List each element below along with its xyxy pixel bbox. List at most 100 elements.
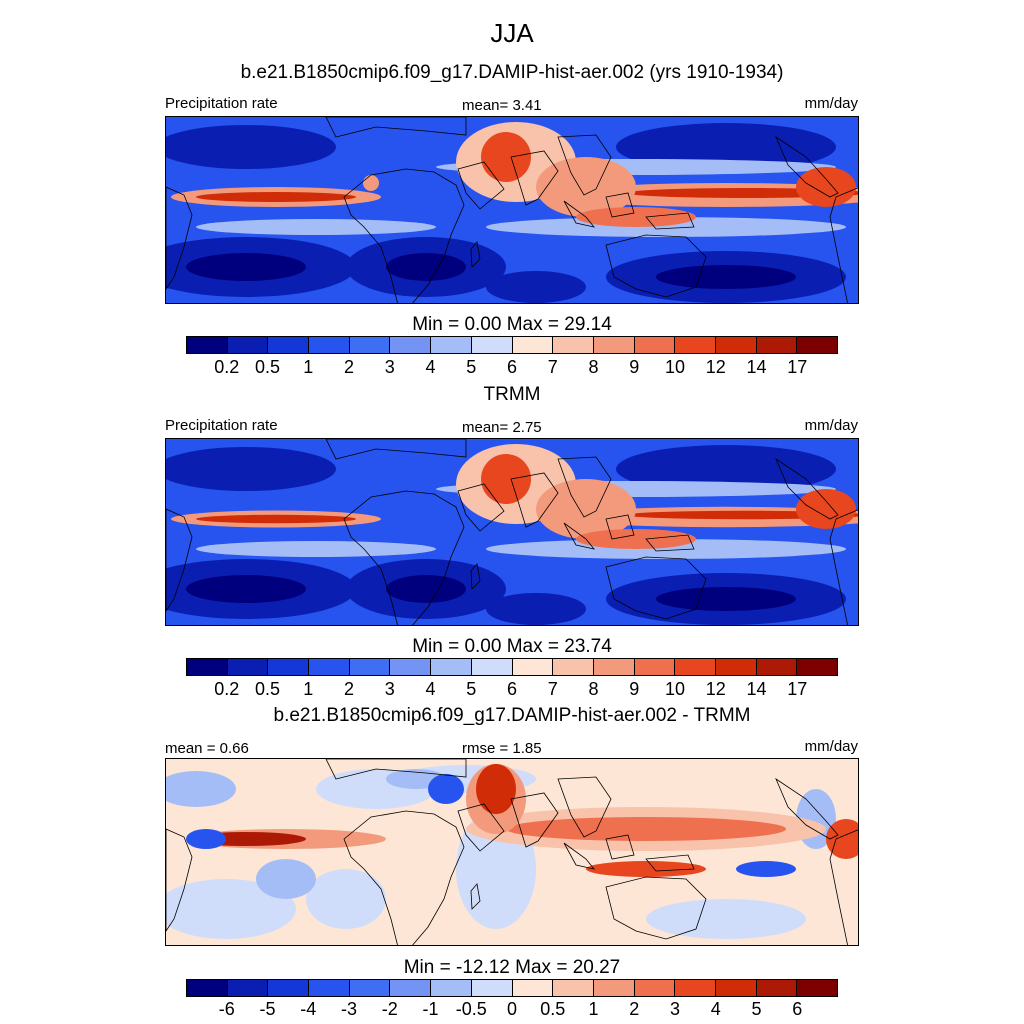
colorbar-tick-label: 0.2 xyxy=(214,679,240,699)
colorbar-swatch xyxy=(512,659,554,675)
colorbar-tick-label: 1 xyxy=(303,679,314,699)
colorbar-swatch xyxy=(715,980,757,996)
coastline xyxy=(605,876,707,940)
field-patch xyxy=(186,575,306,603)
colorbar-tick-label: 0.2 xyxy=(214,357,240,377)
field-patch xyxy=(166,879,296,939)
colorbar-tick-label: -2 xyxy=(381,999,398,1019)
colorbar-swatch xyxy=(634,980,676,996)
colorbar-tick-label: 5 xyxy=(466,357,477,377)
colorbar-tick-label: 12 xyxy=(705,357,726,377)
figure-title: JJA xyxy=(490,18,534,48)
coastline xyxy=(775,777,839,840)
coastline xyxy=(510,792,559,848)
field-patch xyxy=(256,859,316,899)
field-patch xyxy=(576,529,696,549)
panel-2-colorbar xyxy=(186,658,838,676)
field-patch xyxy=(586,861,706,877)
colorbar-tick-label: -4 xyxy=(300,999,317,1019)
colorbar-swatch xyxy=(349,337,391,353)
colorbar-tick-label: 6 xyxy=(792,999,803,1019)
coastline xyxy=(166,828,193,932)
panel-3-units-label: mm/day xyxy=(804,738,858,755)
field-patch xyxy=(196,541,436,557)
colorbar-swatch xyxy=(227,659,269,675)
colorbar-swatch xyxy=(431,980,472,996)
field-patch xyxy=(481,454,531,504)
field-patch xyxy=(656,587,796,611)
field-patch xyxy=(536,479,636,539)
colorbar-swatch xyxy=(675,659,716,675)
colorbar-tick-label: 9 xyxy=(629,679,640,699)
colorbar-swatch xyxy=(512,980,554,996)
panel-2-variable-label: Precipitation rate xyxy=(165,417,278,434)
colorbar-tick-label: 4 xyxy=(710,999,721,1019)
colorbar-swatch xyxy=(512,337,554,353)
coastline xyxy=(470,883,481,910)
colorbar-tick-label: 0 xyxy=(506,999,518,1019)
field-patch xyxy=(386,575,466,603)
coastline xyxy=(470,241,481,268)
field-patch xyxy=(826,819,858,859)
colorbar-swatch xyxy=(187,980,228,996)
colorbar-tick-label: 14 xyxy=(746,357,767,377)
field-patch xyxy=(486,539,846,559)
panel-1-min-max: Min = 0.00 Max = 29.14 xyxy=(412,314,612,335)
colorbar-tick-label: 3 xyxy=(384,679,395,699)
colorbar-swatch xyxy=(797,337,837,353)
field-patch xyxy=(186,829,226,849)
coastline xyxy=(645,534,695,552)
colorbar-swatch xyxy=(227,337,269,353)
colorbar-swatch xyxy=(553,337,594,353)
colorbar-tick-label: 10 xyxy=(664,679,686,699)
colorbar-swatch xyxy=(471,659,513,675)
colorbar-tick-label: 3 xyxy=(669,999,681,1019)
field-patch xyxy=(476,764,516,814)
coastline xyxy=(325,759,467,780)
colorbar-swatch xyxy=(309,337,350,353)
colorbar-swatch xyxy=(187,337,228,353)
colorbar-swatch xyxy=(471,337,513,353)
colorbar-tick-label: 8 xyxy=(588,679,599,699)
colorbar-tick-label: 1 xyxy=(303,357,314,377)
colorbar-swatch xyxy=(756,659,798,675)
panel-3-mean-label: mean = 0.66 xyxy=(165,740,249,757)
coastline xyxy=(510,472,559,528)
colorbar-swatch xyxy=(390,659,432,675)
colorbar-swatch xyxy=(187,659,228,675)
colorbar-tick-label: 2 xyxy=(629,999,640,1019)
coastline xyxy=(563,842,596,870)
colorbar-tick-label: 12 xyxy=(705,679,726,699)
panel-3-map xyxy=(165,758,859,946)
colorbar-tick-label: -6 xyxy=(218,999,235,1019)
panel-1-map xyxy=(165,116,859,304)
panel-3-colorbar-ticks: -6 -5 -4 -3 -2 -1 -0.5 0 0.5 1 2 3 4 5 6 xyxy=(186,999,838,1021)
colorbar-swatch xyxy=(349,980,391,996)
field-patch xyxy=(616,123,836,171)
colorbar-swatch xyxy=(553,659,594,675)
field-patch xyxy=(576,207,696,227)
colorbar-swatch xyxy=(675,980,716,996)
field-patch xyxy=(486,217,846,237)
colorbar-swatch xyxy=(227,980,269,996)
coastline xyxy=(775,457,839,520)
field-patch xyxy=(196,514,356,524)
coastline xyxy=(563,200,596,228)
field-patch xyxy=(616,445,836,493)
field-patch xyxy=(386,253,466,281)
coastline xyxy=(325,117,467,138)
panel-1-variable-label: Precipitation rate xyxy=(165,95,278,112)
colorbar-tick-label: 17 xyxy=(787,357,808,377)
colorbar-swatch xyxy=(593,337,635,353)
field-patch xyxy=(196,192,356,202)
field-patch xyxy=(486,271,586,303)
colorbar-swatch xyxy=(268,980,310,996)
panel-1-units-label: mm/day xyxy=(804,95,858,112)
colorbar-tick-label: -3 xyxy=(340,999,358,1019)
coastline xyxy=(605,556,707,620)
field-patch xyxy=(796,489,856,529)
colorbar-swatch xyxy=(471,980,513,996)
colorbar-tick-label: -0.5 xyxy=(455,999,487,1019)
colorbar-swatch xyxy=(593,659,635,675)
colorbar-swatch xyxy=(390,980,432,996)
